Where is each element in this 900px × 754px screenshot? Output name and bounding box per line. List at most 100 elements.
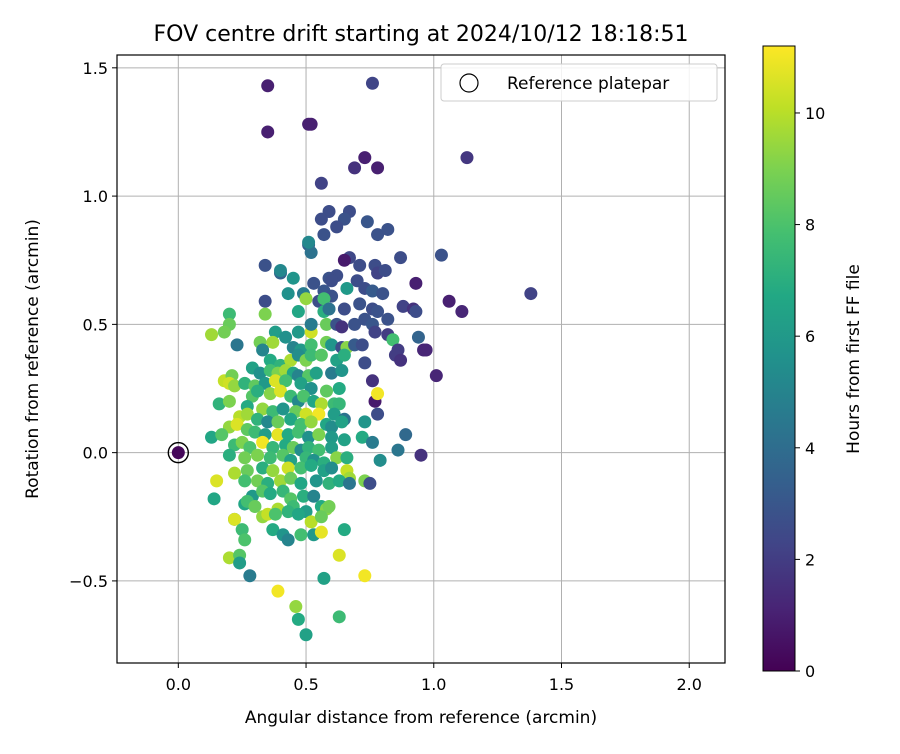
data-point [322,476,336,490]
data-point [325,366,339,380]
data-point [228,512,242,526]
data-point [273,384,287,398]
data-point [217,325,231,339]
data-point [302,441,316,455]
data-point [253,366,267,380]
data-point [261,415,275,429]
data-point [365,435,379,449]
data-point [314,510,328,524]
colorbar-tick-label: 8 [805,216,815,235]
data-point [332,397,346,411]
data-point [256,461,270,475]
data-point [365,76,379,90]
data-point [230,338,244,352]
data-point [337,253,351,267]
data-point [414,448,428,462]
data-point [337,348,351,362]
data-point [355,338,369,352]
chart-title: FOV centre drift starting at 2024/10/12 … [154,22,689,47]
data-point [332,382,346,396]
data-point [342,476,356,490]
data-point [251,384,265,398]
data-point [256,435,270,449]
data-point [337,433,351,447]
data-point [371,305,385,319]
data-point [455,305,469,319]
data-point [268,507,282,521]
data-point [281,287,295,301]
data-point [296,489,310,503]
data-point [365,374,379,388]
data-point [335,320,349,334]
data-point [228,379,242,393]
y-tick-label: 0.0 [83,444,108,463]
data-point [240,464,254,478]
data-point [281,533,295,547]
data-point [312,443,326,457]
x-tick-label: 2.0 [677,675,702,694]
data-point [304,246,318,260]
data-point [258,307,272,321]
colorbar-tick-label: 10 [805,104,825,123]
data-point [394,353,408,367]
data-point [266,335,280,349]
data-point [309,366,323,380]
data-point [434,248,448,262]
data-point [258,294,272,308]
data-point [268,325,282,339]
data-point [279,374,293,388]
data-point [319,384,333,398]
data-point [294,528,308,542]
data-point [266,441,280,455]
data-point [215,428,229,442]
data-point [263,451,277,465]
y-tick-label: 1.5 [83,59,108,78]
data-point [304,348,318,362]
data-point [222,307,236,321]
data-point [286,271,300,285]
data-point [294,461,308,475]
data-point [284,412,298,426]
data-point [307,276,321,290]
data-point [314,176,328,190]
data-point [302,235,316,249]
data-point [240,407,254,421]
data-point [360,215,374,229]
data-point [307,489,321,503]
data-point [371,161,385,175]
x-axis-label: Angular distance from reference (arcmin) [245,708,597,728]
data-point [317,292,331,306]
data-point [212,397,226,411]
data-point [325,338,339,352]
data-point [330,451,344,465]
data-point [304,338,318,352]
data-point [396,299,410,313]
data-point [314,212,328,226]
data-point [325,441,339,455]
x-axis-ticks: 0.0 0.5 1.0 1.5 2.0 [166,663,702,694]
data-point [222,551,236,565]
data-point [429,369,443,383]
data-point [314,525,328,539]
colorbar-tick-label: 6 [805,327,815,346]
data-point [317,228,331,242]
data-point [281,428,295,442]
data-point [460,151,474,165]
data-point [355,430,369,444]
data-point [273,263,287,277]
data-point [296,389,310,403]
x-tick-label: 0.5 [293,675,318,694]
reference-marker [167,441,190,464]
data-point [358,569,372,583]
data-point [309,474,323,488]
y-axis-ticks: −0.5 0.0 0.5 1.0 1.5 [69,59,117,591]
data-point [322,500,336,514]
data-point [524,287,538,301]
data-point [276,402,290,416]
data-point [340,281,354,295]
data-point [281,505,295,519]
data-point [251,474,265,488]
data-point [409,276,423,290]
y-tick-label: −0.5 [69,572,108,591]
